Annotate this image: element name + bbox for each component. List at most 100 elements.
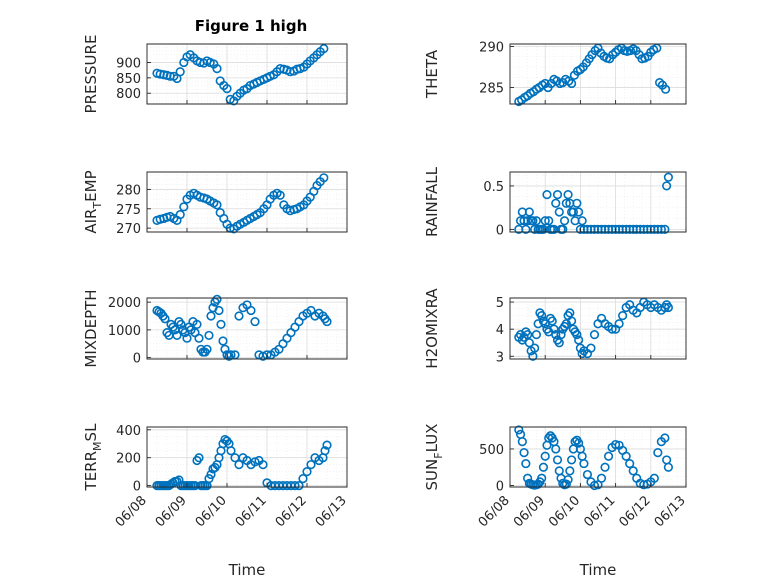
data-point (551, 198, 561, 208)
data-point (176, 319, 186, 329)
data-point (572, 198, 582, 208)
y-tick-label: 0 (133, 352, 141, 367)
data-point (663, 302, 674, 313)
data-point (572, 330, 582, 340)
data-point (524, 338, 534, 348)
data-point (561, 319, 571, 329)
data-point (600, 462, 610, 472)
data-point (565, 308, 575, 318)
data-point (547, 316, 557, 326)
data-point (202, 344, 212, 354)
y-tick-label: 280 (116, 183, 141, 198)
data-point (607, 324, 617, 334)
x-tick-label: 06/08 (113, 493, 150, 530)
data-point (204, 330, 214, 341)
y-axis-label: SUNFLUX (423, 424, 445, 491)
data-point (552, 455, 563, 465)
data-point (194, 453, 204, 463)
x-tick-label: 06/12 (273, 493, 310, 530)
data-point (628, 466, 638, 476)
y-tick-label: 5 (496, 296, 504, 311)
y-tick-label: 1000 (108, 324, 141, 339)
subplot-h2omixra: 3 4 5 H2OMIXRA (423, 288, 687, 369)
data-point (614, 319, 624, 329)
x-tick-label: 06/11 (581, 493, 618, 530)
data-point (563, 475, 573, 485)
data-point (538, 462, 549, 472)
y-axis-label: H2OMIXRA (423, 288, 441, 369)
data-point (574, 335, 584, 345)
data-point (552, 190, 563, 200)
data-point (660, 224, 670, 234)
y-tick-label: 270 (116, 222, 141, 237)
data-point (559, 216, 570, 226)
data-point (565, 466, 575, 476)
data-point (179, 202, 189, 212)
data-point (194, 333, 204, 343)
x-tick-label: 06/11 (233, 493, 270, 530)
data-point (275, 190, 285, 200)
data-point (589, 330, 600, 340)
data-point (551, 330, 561, 340)
data-point (531, 216, 542, 226)
data-point (226, 446, 236, 456)
data-point (663, 172, 674, 182)
y-axis-label: MIXDEPTH (82, 289, 100, 367)
data-point (322, 316, 332, 327)
data-point (522, 330, 533, 340)
axes-box (509, 426, 687, 488)
figure-title: Figure 1 high (195, 17, 308, 35)
data-point (206, 469, 216, 480)
axes-box (509, 297, 687, 360)
data-point (182, 333, 192, 343)
axes-box (146, 426, 348, 488)
data-point (558, 224, 568, 234)
data-point (250, 457, 260, 467)
x-tick-label: 06/13 (652, 493, 689, 530)
y-tick-label: 400 (116, 424, 141, 439)
data-point (319, 173, 329, 183)
y-tick-label: 0.5 (483, 180, 504, 195)
y-axis-label: AIRTEMP (82, 170, 104, 233)
data-point (212, 200, 222, 210)
data-point (537, 311, 547, 321)
data-point (563, 190, 573, 200)
data-point (517, 437, 527, 447)
data-point (663, 462, 674, 472)
data-point (175, 209, 185, 220)
data-point (586, 343, 596, 353)
data-point (530, 343, 540, 353)
data-point (206, 311, 216, 321)
y-tick-label: 0 (496, 480, 504, 495)
data-point (524, 207, 534, 217)
data-point (528, 216, 538, 226)
subplot-air-temp: 270 275 280 AIRTEMP (82, 170, 348, 237)
y-axis-label: PRESSURE (82, 35, 100, 114)
data-point (596, 473, 607, 483)
data-point (568, 207, 578, 217)
y-tick-label: 290 (479, 40, 504, 55)
data-point (218, 336, 228, 346)
subplot-rainfall: 0 0.5 RAINFALL (423, 166, 687, 238)
y-tick-label: 3 (496, 350, 504, 365)
data-point (579, 458, 589, 469)
data-point (554, 207, 564, 217)
data-point (216, 319, 226, 329)
axes-box (146, 171, 348, 233)
axes-box (146, 297, 348, 360)
data-point (582, 469, 593, 480)
data-point (522, 216, 533, 226)
data-point (172, 330, 182, 341)
data-point (625, 458, 635, 469)
subplot-terr-msl: 0 200 400 06/08 06/09 06/10 06/11 06/12 06/13 Tim… (82, 423, 350, 579)
data-point (551, 444, 561, 454)
x-axis-label: Time (579, 561, 617, 579)
y-axis-label: RAINFALL (423, 166, 441, 237)
y-tick-label: 900 (116, 56, 141, 71)
data-point (192, 319, 202, 329)
subplot-mixdepth: 0 1000 2000 MIXDEPTH (82, 289, 348, 368)
data-point (214, 305, 224, 316)
data-point (234, 460, 244, 470)
data-point (549, 324, 559, 334)
